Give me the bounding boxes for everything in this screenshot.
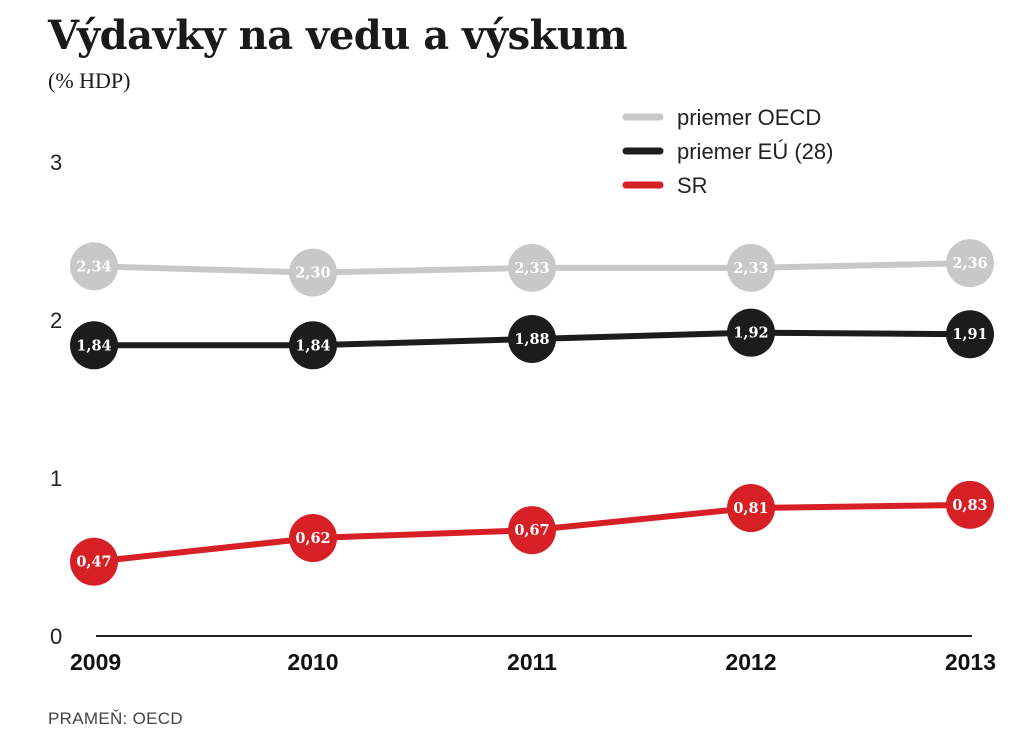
- data-label: 2,34: [76, 258, 111, 275]
- legend-label: priemer OECD: [677, 105, 821, 130]
- x-tick-label: 2010: [287, 649, 338, 675]
- chart-subtitle: (% HDP): [48, 68, 131, 93]
- data-point: [946, 480, 994, 529]
- data-point: [289, 248, 337, 297]
- data-label: 2,33: [733, 260, 768, 277]
- y-tick-label: 0: [50, 624, 62, 649]
- data-label: 1,91: [952, 326, 987, 343]
- data-label: 2,36: [952, 255, 987, 272]
- data-label: 0,83: [952, 497, 987, 514]
- legend-label: SR: [677, 173, 708, 198]
- data-point: [70, 537, 118, 586]
- data-label: 1,92: [733, 325, 768, 342]
- data-point: [70, 321, 118, 370]
- data-point: [70, 242, 118, 291]
- data-point: [946, 310, 994, 359]
- data-point: [727, 308, 775, 357]
- data-point: [508, 243, 556, 292]
- axes: 0 1 2 3 2009 2010 2011 2012 2013: [50, 150, 996, 675]
- chart-title: Výdavky na vedu a výskum: [48, 12, 628, 59]
- data-point: [727, 243, 775, 292]
- data-label: 2,33: [514, 260, 549, 277]
- data-label: 0,67: [514, 522, 549, 539]
- x-tick-label: 2013: [945, 649, 996, 675]
- x-tick-label: 2012: [725, 649, 776, 675]
- data-point: [946, 239, 994, 288]
- y-tick-label: 2: [50, 308, 62, 333]
- data-point: [727, 484, 775, 533]
- data-label: 1,84: [295, 337, 330, 354]
- source-note: PRAMEŇ: OECD: [48, 709, 183, 728]
- legend-label: priemer EÚ (28): [677, 139, 833, 164]
- x-tick-label: 2009: [70, 649, 121, 675]
- data-point: [508, 314, 556, 363]
- data-point: [508, 506, 556, 555]
- data-label: 2,30: [295, 265, 330, 282]
- legend: priemer OECD priemer EÚ (28) SR: [622, 105, 833, 198]
- data-point: [289, 321, 337, 370]
- y-tick-label: 1: [50, 466, 62, 491]
- data-points: 2,34 2,30 2,33 2,33 2,36 1,84 1,84 1,88 1,92 1,91…: [70, 239, 994, 586]
- data-label: 1,84: [76, 337, 111, 354]
- data-label: 0,47: [76, 554, 111, 571]
- data-label: 0,81: [733, 500, 768, 517]
- x-tick-label: 2011: [507, 649, 557, 675]
- data-point: [289, 514, 337, 563]
- data-label: 0,62: [295, 530, 330, 547]
- data-label: 1,88: [514, 331, 549, 348]
- y-tick-label: 3: [50, 150, 62, 175]
